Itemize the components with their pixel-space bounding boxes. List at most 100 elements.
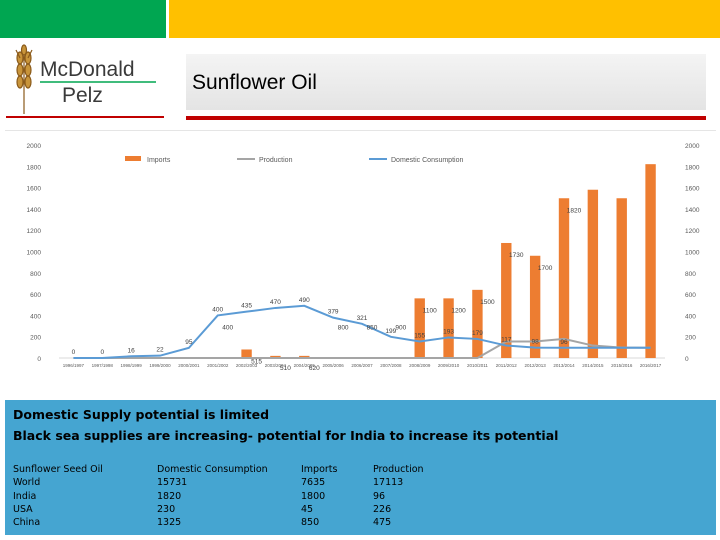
data-label-production: 400 <box>212 306 223 313</box>
table-cell: 45 <box>301 503 314 515</box>
y-tick-label-left: 1800 <box>27 164 42 171</box>
data-label-consumption: 850 <box>367 324 378 331</box>
logo-underline <box>6 116 164 118</box>
x-tick-label: 2001/2002 <box>207 363 229 368</box>
title-underline <box>186 116 706 120</box>
data-label-consumption: 400 <box>222 324 233 331</box>
data-label-production: 96 <box>560 339 568 346</box>
x-tick-label: 1998/1999 <box>121 363 143 368</box>
company-logo: McDonald Pelz <box>6 44 166 116</box>
table-col-consumption: Domestic Consumption 15731 1820 230 1325 <box>157 463 268 529</box>
data-label-production: 95 <box>185 339 193 346</box>
x-tick-label: 2000/2001 <box>178 363 200 368</box>
data-label-production: 435 <box>241 303 252 310</box>
y-tick-label-right: 2000 <box>685 143 700 150</box>
x-tick-label: 2002/2003 <box>236 363 258 368</box>
table-cell: 475 <box>373 517 392 529</box>
y-tick-label-left: 200 <box>30 335 41 342</box>
x-tick-label: 2016/2017 <box>640 363 662 368</box>
y-tick-label-right: 1800 <box>685 164 700 171</box>
data-label-consumption: 510 <box>280 365 291 372</box>
table-cell: 1820 <box>157 490 182 502</box>
data-label-consumption: 1500 <box>480 299 495 306</box>
title-box <box>186 54 706 110</box>
line-production <box>73 337 651 359</box>
table-cell: USA <box>13 503 33 515</box>
data-label-production: 0 <box>100 349 104 356</box>
y-tick-label-right: 1200 <box>685 228 700 235</box>
bar-imports <box>270 355 281 358</box>
x-tick-label: 2003/2004 <box>265 363 287 368</box>
table-cell: World <box>13 477 41 489</box>
table-cell: 15731 <box>157 477 188 489</box>
bar-imports <box>501 242 512 358</box>
header-divider <box>166 0 169 38</box>
header-yellow-bar <box>168 0 720 38</box>
bar-imports <box>616 198 627 358</box>
table-cell: 230 <box>157 503 176 515</box>
x-tick-label: 2014/2015 <box>582 363 604 368</box>
data-label-consumption: 1730 <box>509 252 524 259</box>
info-line2: Black sea supplies are increasing- poten… <box>13 428 559 443</box>
bar-imports <box>645 164 656 358</box>
bar-imports <box>241 349 252 358</box>
y-tick-label-left: 1000 <box>27 250 42 257</box>
data-label-production: 199 <box>385 328 396 335</box>
table-cell: 96 <box>373 490 386 502</box>
bar-imports <box>587 189 599 358</box>
data-label-production: 16 <box>128 347 136 354</box>
legend-label: Production <box>259 157 293 164</box>
y-tick-label-right: 200 <box>685 335 696 342</box>
table-cell: 1325 <box>157 517 182 529</box>
y-tick-label-right: 1000 <box>685 250 700 257</box>
data-label-consumption: 1100 <box>423 307 437 314</box>
info-panel: Domestic Supply potential is limited Bla… <box>5 400 716 535</box>
y-tick-label-right: 400 <box>685 313 696 320</box>
wheat-icon: McDonald Pelz <box>15 44 156 114</box>
data-label-production: 321 <box>357 315 368 322</box>
header-green-bar <box>0 0 168 38</box>
table-col-production: Production 17113 96 226 475 <box>373 463 424 529</box>
data-label-production: 193 <box>443 328 454 335</box>
y-tick-label-left: 0 <box>37 356 41 363</box>
bar-imports <box>299 355 310 358</box>
table-cell: 1800 <box>301 490 326 502</box>
bar-imports <box>529 255 541 358</box>
x-tick-label: 2009/2010 <box>438 363 460 368</box>
bar-imports <box>414 298 425 358</box>
data-label-consumption: 1200 <box>451 307 466 314</box>
y-tick-label-left: 600 <box>30 292 41 299</box>
data-label-consumption: 900 <box>395 324 406 331</box>
y-tick-label-left: 2000 <box>27 143 42 150</box>
x-tick-label: 2011/2012 <box>496 363 517 368</box>
logo-line2: Pelz <box>62 84 103 107</box>
x-tick-label: 2013/2014 <box>553 363 575 368</box>
data-label-production: 490 <box>299 297 310 304</box>
data-label-production: 155 <box>414 332 425 339</box>
data-label-consumption: 1700 <box>538 265 553 272</box>
chart-area: 0 0 200 200 400 400 600 600 800 800 1000 1000 1200 12… <box>5 130 716 375</box>
legend-swatch-imports <box>125 156 141 161</box>
x-tick-label: 2015/2016 <box>611 363 633 368</box>
y-tick-label-right: 600 <box>685 292 696 299</box>
page-title: Sunflower Oil <box>192 71 317 94</box>
y-tick-label-right: 1400 <box>685 207 700 214</box>
y-tick-label-left: 1200 <box>27 228 42 235</box>
data-label-consumption: 620 <box>309 365 320 372</box>
table-col-country: Sunflower Seed Oil World India USA China <box>13 463 103 529</box>
data-label-production: 379 <box>328 309 339 316</box>
data-label-consumption: 1820 <box>567 207 582 214</box>
bar-imports <box>443 298 454 358</box>
table-cell: 7635 <box>301 477 326 489</box>
x-tick-label: 1999/2000 <box>149 363 171 368</box>
data-label-consumption: 515 <box>251 358 262 365</box>
table-cell: 850 <box>301 517 320 529</box>
table-cell: China <box>13 517 41 529</box>
data-label-production: 117 <box>501 337 512 344</box>
x-tick-label: 2004/2005 <box>294 363 316 368</box>
data-label-production: 22 <box>156 347 164 354</box>
chart-svg: 0 0 200 200 400 400 600 600 800 800 1000 1000 1200 12… <box>27 143 700 372</box>
y-tick-label-right: 800 <box>685 271 696 278</box>
data-label-production: 179 <box>472 330 483 337</box>
bar-imports <box>558 198 570 358</box>
